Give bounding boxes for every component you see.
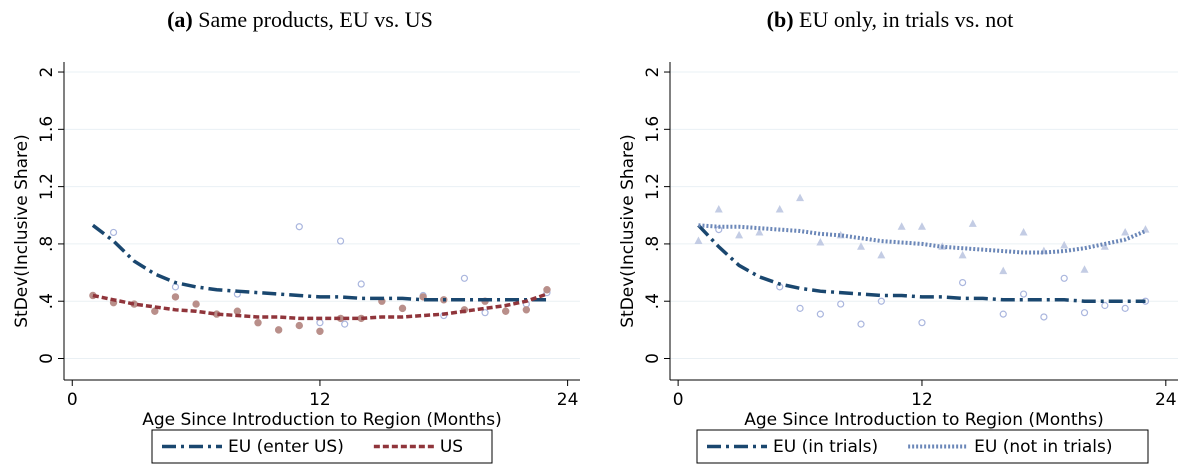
title-text: EU only, in trials vs. not [799,7,1013,32]
fit-line [91,223,547,302]
chart-title: (b) EU only, in trials vs. not [767,7,1014,32]
scatter-point [796,193,805,202]
scatter-point [522,306,531,314]
plot-area [670,62,1178,380]
fit-line [92,292,548,321]
scatter-point [1060,274,1068,282]
legend-label: EU (not in trials) [974,437,1112,457]
scatter-point [295,321,303,330]
scatter-point [192,300,200,308]
y-tick-label: 1.6 [37,116,57,143]
panel-label: (b) [767,7,794,32]
scatter-point [254,319,262,327]
scatter-point [816,237,825,246]
scatter-point [336,237,345,245]
scatter-point [1101,301,1109,310]
x-tick-label: 12 [309,390,331,410]
scatter-point [796,304,804,312]
y-tick-label: 1.6 [643,116,663,143]
panel-label: (a) [167,7,193,32]
fit-line [697,224,1146,303]
scatter-point [1060,240,1069,249]
scatter-point [857,320,865,328]
legend-label: US [440,437,463,457]
scatter-point [341,320,349,328]
scatter-point [714,205,723,213]
scatter-point [1019,227,1028,236]
scatter-point [481,309,489,317]
scatter-point [501,307,510,315]
scatter-point [295,223,303,231]
y-tick-label: 2 [643,67,663,78]
legend-box [696,429,1149,464]
y-axis-label: StDev(Inclusive Share) [12,134,32,328]
scatter-point [316,327,324,335]
scatter-point [1080,265,1089,273]
scatter-point [877,297,885,305]
x-tick-label: 24 [1155,390,1177,410]
x-tick-label: 0 [67,390,78,410]
scatter-point [357,280,365,288]
scatter-point [1080,309,1089,317]
x-axis-label: Age Since Introduction to Region (Months… [744,410,1104,430]
y-tick-label: .4 [643,293,663,309]
y-tick-label: 2 [37,67,57,78]
scatter-point [1100,242,1109,250]
y-tick-label: 0 [37,353,57,364]
scatter-point [917,222,926,230]
chart-title: (a) Same products, EU vs. US [167,7,433,32]
scatter-point [1019,290,1028,298]
y-tick-label: 0 [643,353,663,364]
scatter-point [1040,313,1048,321]
scatter-point [735,230,744,239]
x-tick-label: 0 [673,390,684,410]
scatter-point [918,319,926,327]
y-tick-label: 1.2 [643,173,663,200]
x-tick-label: 24 [557,390,579,410]
scatter-point [816,310,824,318]
scatter-point [959,278,967,287]
scatter-point [837,300,845,308]
scatter-point [877,250,886,259]
scatter-point [543,286,551,294]
scatter-point [999,310,1007,318]
title-text: Same products, EU vs. US [198,7,433,32]
scatter-point [857,242,866,250]
scatter-point [897,222,906,230]
scatter-point [755,227,764,236]
scatter-point [171,293,180,301]
scatter-point [460,274,469,282]
scatter-point [968,219,977,227]
scatter-point [274,326,283,334]
legend-label: EU (in trials) [773,437,878,457]
scatter-point [233,307,242,315]
scatter-point [958,250,967,259]
fit-line [698,223,1147,255]
x-tick-label: 12 [911,390,933,410]
scatter-point [109,228,118,237]
plot-area [64,62,580,380]
y-tick-label: .4 [37,293,57,309]
y-axis-label: StDev(Inclusive Share) [618,134,638,328]
x-axis-label: Age Since Introduction to Region (Months… [142,410,502,430]
y-tick-label: 1.2 [37,173,57,200]
legend-label: EU (enter US) [228,437,344,457]
scatter-point [1121,227,1130,236]
scatter-point [775,205,784,213]
y-tick-label: .8 [37,236,57,252]
y-tick-label: .8 [643,236,663,252]
scatter-point [398,304,407,313]
scatter-point [694,236,703,245]
scatter-point [999,266,1008,275]
scatter-point [1121,304,1129,312]
